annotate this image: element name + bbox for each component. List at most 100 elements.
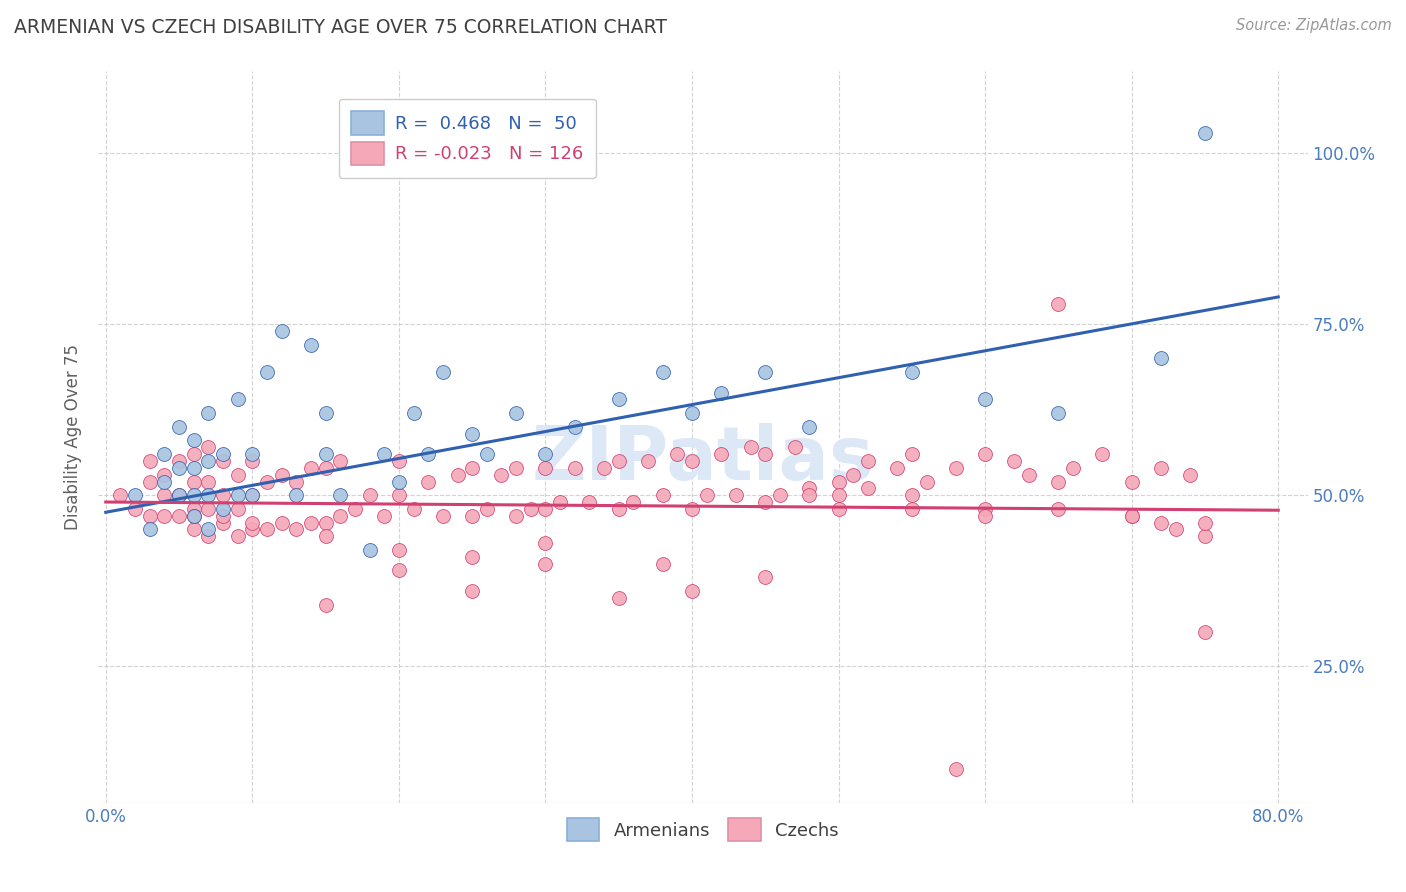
Point xyxy=(226,529,249,543)
Point xyxy=(329,488,352,502)
Point xyxy=(212,447,235,461)
Point xyxy=(197,454,219,468)
Point xyxy=(461,460,484,475)
Point xyxy=(138,508,160,523)
Point xyxy=(285,488,308,502)
Point xyxy=(388,563,411,577)
Point xyxy=(607,454,630,468)
Point xyxy=(1121,508,1143,523)
Point xyxy=(886,460,908,475)
Point xyxy=(270,324,292,338)
Point xyxy=(461,583,484,598)
Point xyxy=(373,508,395,523)
Point xyxy=(475,501,498,516)
Point xyxy=(240,516,263,530)
Point xyxy=(124,488,146,502)
Point xyxy=(212,454,235,468)
Point xyxy=(1194,624,1216,639)
Point xyxy=(418,475,440,489)
Point xyxy=(564,420,586,434)
Point xyxy=(1194,529,1216,543)
Point xyxy=(270,467,292,482)
Point xyxy=(343,501,366,516)
Point xyxy=(1004,454,1026,468)
Point xyxy=(945,762,967,776)
Point xyxy=(1018,467,1040,482)
Point xyxy=(270,516,292,530)
Point xyxy=(329,454,352,468)
Point xyxy=(505,460,527,475)
Legend: Armenians, Czechs: Armenians, Czechs xyxy=(560,811,846,848)
Point xyxy=(167,508,190,523)
Point xyxy=(183,460,205,475)
Point xyxy=(1194,126,1216,140)
Point xyxy=(315,460,337,475)
Point xyxy=(315,598,337,612)
Point xyxy=(359,488,381,502)
Point xyxy=(197,488,219,502)
Point xyxy=(827,488,849,502)
Point xyxy=(901,501,924,516)
Y-axis label: Disability Age Over 75: Disability Age Over 75 xyxy=(65,344,83,530)
Point xyxy=(388,454,411,468)
Point xyxy=(167,420,190,434)
Point xyxy=(197,522,219,536)
Point xyxy=(827,475,849,489)
Point xyxy=(167,454,190,468)
Point xyxy=(197,406,219,420)
Point xyxy=(388,488,411,502)
Point xyxy=(256,365,278,379)
Point xyxy=(153,475,176,489)
Point xyxy=(1150,460,1173,475)
Point xyxy=(329,508,352,523)
Point xyxy=(285,475,308,489)
Point xyxy=(607,501,630,516)
Point xyxy=(124,501,146,516)
Point xyxy=(226,467,249,482)
Point xyxy=(183,508,205,523)
Point xyxy=(1194,516,1216,530)
Point xyxy=(681,583,703,598)
Point xyxy=(827,501,849,516)
Point xyxy=(534,536,557,550)
Point xyxy=(212,516,235,530)
Point xyxy=(666,447,689,461)
Point xyxy=(1150,351,1173,366)
Point xyxy=(388,475,411,489)
Point xyxy=(534,460,557,475)
Point xyxy=(212,501,235,516)
Point xyxy=(359,542,381,557)
Point xyxy=(240,488,263,502)
Point xyxy=(769,488,792,502)
Point xyxy=(491,467,513,482)
Point xyxy=(197,475,219,489)
Point xyxy=(240,454,263,468)
Point xyxy=(1091,447,1114,461)
Point xyxy=(446,467,468,482)
Point xyxy=(945,460,967,475)
Point xyxy=(138,522,160,536)
Point xyxy=(754,570,776,584)
Point xyxy=(226,392,249,407)
Point xyxy=(1047,475,1070,489)
Point xyxy=(197,529,219,543)
Point xyxy=(564,460,586,475)
Point xyxy=(240,488,263,502)
Point xyxy=(388,542,411,557)
Point xyxy=(461,549,484,564)
Point xyxy=(167,488,190,502)
Point xyxy=(799,420,821,434)
Point xyxy=(710,447,733,461)
Point xyxy=(432,365,454,379)
Point xyxy=(856,481,879,495)
Point xyxy=(183,434,205,448)
Point xyxy=(183,501,205,516)
Point xyxy=(1180,467,1202,482)
Point xyxy=(505,508,527,523)
Point xyxy=(607,591,630,605)
Point xyxy=(256,475,278,489)
Point xyxy=(138,475,160,489)
Point xyxy=(901,488,924,502)
Point xyxy=(901,447,924,461)
Point xyxy=(315,447,337,461)
